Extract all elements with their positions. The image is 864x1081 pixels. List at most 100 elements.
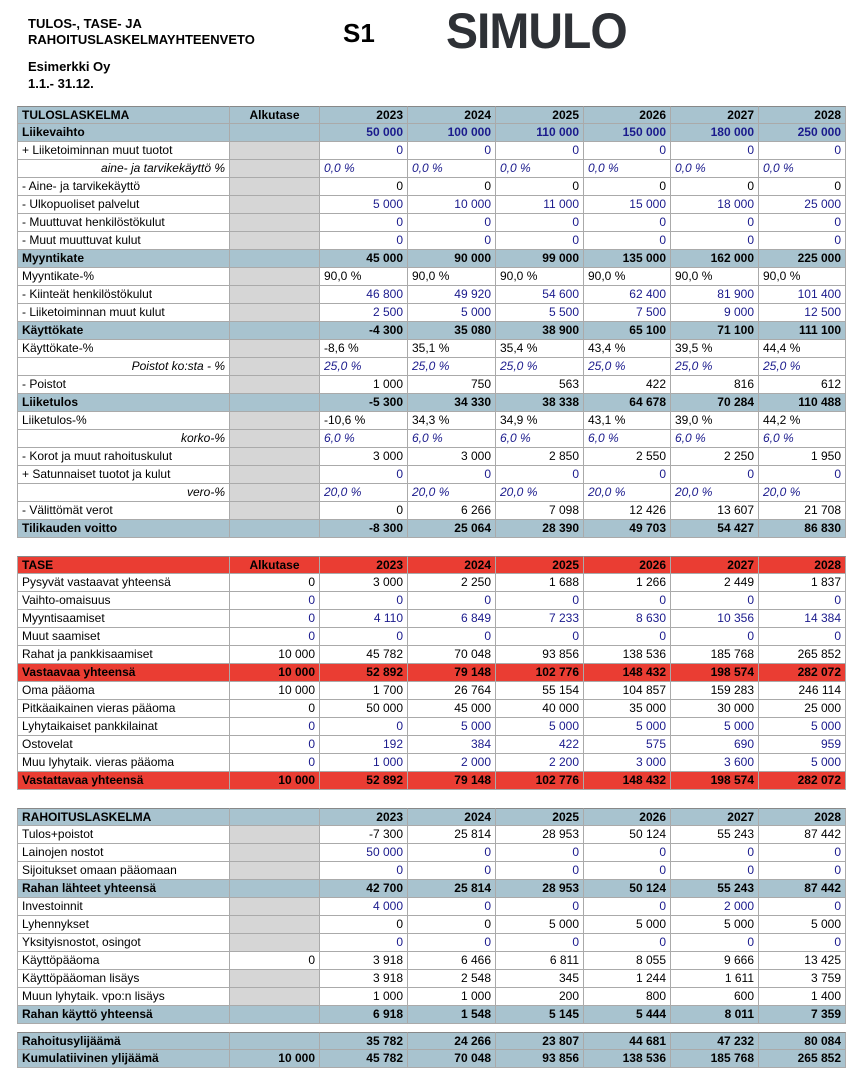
value-cell: 2 500 [320, 304, 408, 322]
value-cell: 0 [408, 916, 496, 934]
value-cell: 86 830 [759, 520, 846, 538]
header-cell: 2028 [759, 106, 846, 124]
value-cell: 10 356 [671, 610, 759, 628]
value-cell: 0 [584, 862, 671, 880]
row-label: + Satunnaiset tuotot ja kulut [17, 466, 230, 484]
value-cell: 20,0 % [408, 484, 496, 502]
row-label: Lyhytaikaiset pankkilainat [17, 718, 230, 736]
value-cell: 1 611 [671, 970, 759, 988]
value-cell: 3 918 [320, 952, 408, 970]
value-cell: 104 857 [584, 682, 671, 700]
value-cell: 0 [496, 178, 584, 196]
value-cell: 25,0 % [759, 358, 846, 376]
value-cell: 0,0 % [408, 160, 496, 178]
row-label: Vastaavaa yhteensä [17, 664, 230, 682]
value-cell: 25,0 % [320, 358, 408, 376]
value-cell: 45 000 [408, 700, 496, 718]
value-cell: 5 000 [759, 754, 846, 772]
value-cell: 0 [671, 466, 759, 484]
row-label: - Poistot [17, 376, 230, 394]
header-cell: 2024 [408, 808, 496, 826]
value-cell: 0 [320, 718, 408, 736]
value-cell [230, 988, 320, 1006]
value-cell: 50 000 [320, 700, 408, 718]
row-label: Muut saamiset [17, 628, 230, 646]
value-cell: 0 [230, 574, 320, 592]
value-cell: 0 [671, 844, 759, 862]
value-cell [230, 898, 320, 916]
row-label: Lyhennykset [17, 916, 230, 934]
value-cell: 0 [671, 232, 759, 250]
value-cell: 45 782 [320, 646, 408, 664]
value-cell: 25,0 % [584, 358, 671, 376]
value-cell: 0 [584, 142, 671, 160]
logo: SIMULO [446, 3, 628, 60]
value-cell [230, 1006, 320, 1024]
value-cell: 0 [671, 934, 759, 952]
value-cell: 0 [230, 610, 320, 628]
value-cell: 5 444 [584, 1006, 671, 1024]
value-cell: 1 000 [408, 988, 496, 1006]
value-cell: 23 807 [496, 1032, 584, 1050]
value-cell: 0 [408, 628, 496, 646]
value-cell: 50 124 [584, 880, 671, 898]
value-cell: 0 [759, 844, 846, 862]
value-cell: 422 [496, 736, 584, 754]
value-cell: 8 630 [584, 610, 671, 628]
value-cell: 64 678 [584, 394, 671, 412]
row-label: Muu lyhytaik. vieras pääoma [17, 754, 230, 772]
value-cell: 1 000 [320, 988, 408, 1006]
value-cell: 0 [230, 952, 320, 970]
value-cell [230, 448, 320, 466]
value-cell: 21 708 [759, 502, 846, 520]
value-cell: 6,0 % [671, 430, 759, 448]
value-cell: 0 [320, 592, 408, 610]
value-cell: 45 782 [320, 1050, 408, 1068]
value-cell: 690 [671, 736, 759, 754]
period: 1.1.- 31.12. [28, 76, 94, 91]
value-cell: 87 442 [759, 826, 846, 844]
value-cell: 2 200 [496, 754, 584, 772]
value-cell [230, 358, 320, 376]
value-cell [230, 124, 320, 142]
value-cell: 25 064 [408, 520, 496, 538]
row-label: Rahat ja pankkisaamiset [17, 646, 230, 664]
value-cell: 0 [584, 214, 671, 232]
value-cell: 959 [759, 736, 846, 754]
value-cell: 5 500 [496, 304, 584, 322]
value-cell: 39,0 % [671, 412, 759, 430]
value-cell: 750 [408, 376, 496, 394]
header-cell: 2027 [671, 808, 759, 826]
value-cell: 81 900 [671, 286, 759, 304]
value-cell: 0 [230, 736, 320, 754]
row-label: Myyntisaamiset [17, 610, 230, 628]
value-cell: 90,0 % [496, 268, 584, 286]
value-cell: 30 000 [671, 700, 759, 718]
header-cell [230, 808, 320, 826]
sheet-code: S1 [343, 18, 375, 48]
value-cell: 0 [671, 214, 759, 232]
value-cell: 79 148 [408, 772, 496, 790]
value-cell: 39,5 % [671, 340, 759, 358]
value-cell: 10 000 [230, 646, 320, 664]
value-cell: 0 [584, 844, 671, 862]
value-cell: 0 [320, 628, 408, 646]
row-label: - Korot ja muut rahoituskulut [17, 448, 230, 466]
value-cell: 0 [320, 142, 408, 160]
value-cell: 100 000 [408, 124, 496, 142]
value-cell: 3 000 [584, 754, 671, 772]
value-cell: 5 000 [408, 718, 496, 736]
value-cell: 7 233 [496, 610, 584, 628]
header-cell: 2024 [408, 106, 496, 124]
value-cell [230, 232, 320, 250]
header-cell: RAHOITUSLASKELMA [17, 808, 230, 826]
value-cell: 0 [320, 934, 408, 952]
value-cell [230, 970, 320, 988]
value-cell: 55 154 [496, 682, 584, 700]
row-label: Käyttöpääoma [17, 952, 230, 970]
row-label: Ostovelat [17, 736, 230, 754]
value-cell [230, 394, 320, 412]
value-cell: 12 426 [584, 502, 671, 520]
value-cell: 20,0 % [671, 484, 759, 502]
value-cell: 90,0 % [408, 268, 496, 286]
